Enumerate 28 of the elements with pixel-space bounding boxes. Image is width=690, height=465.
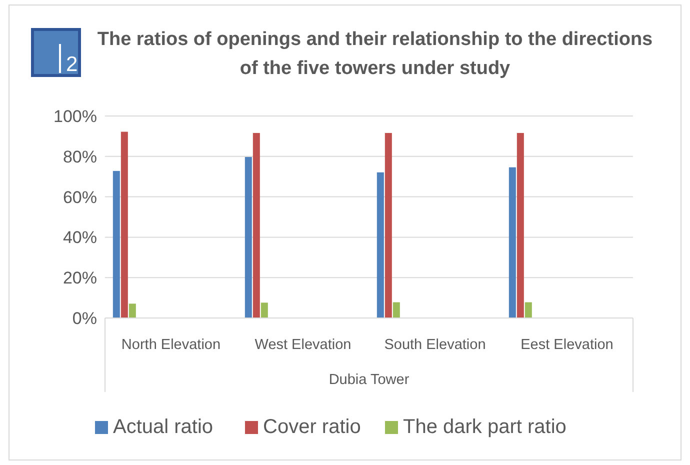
x-tick-label: West Elevation	[254, 337, 352, 353]
chart-title: The ratios of openings and their relationship to the directions of the five towers under study	[97, 29, 653, 79]
bar	[524, 302, 532, 318]
bar	[260, 302, 268, 318]
x-tick-label: South Elevation	[384, 337, 486, 353]
bar	[128, 304, 136, 318]
legend-label: Cover ratio	[263, 416, 361, 438]
y-tick-label: 40%	[62, 228, 97, 248]
y-tick-label: 80%	[62, 147, 97, 166]
y-tick-label: 0%	[72, 308, 97, 328]
x-tick-label: Eest Elevation	[520, 337, 614, 353]
bar	[252, 132, 260, 318]
x-axis-title: Dubia Tower	[328, 372, 410, 388]
bar	[392, 302, 400, 318]
text: 2	[66, 53, 78, 76]
y-tick-label: 20%	[62, 268, 97, 288]
bar	[516, 132, 524, 318]
y-tick-label: 60%	[62, 188, 97, 207]
y-tick-label: 100%	[54, 106, 97, 126]
bar	[384, 132, 392, 318]
bar	[112, 170, 120, 318]
bar	[508, 167, 516, 318]
x-tick-label: North Elevation	[121, 337, 221, 353]
bar	[120, 132, 128, 318]
bar	[244, 157, 252, 318]
bar	[376, 172, 384, 318]
legend-label: Actual ratio	[113, 416, 214, 438]
legend-label: The dark part ratio	[403, 416, 566, 438]
